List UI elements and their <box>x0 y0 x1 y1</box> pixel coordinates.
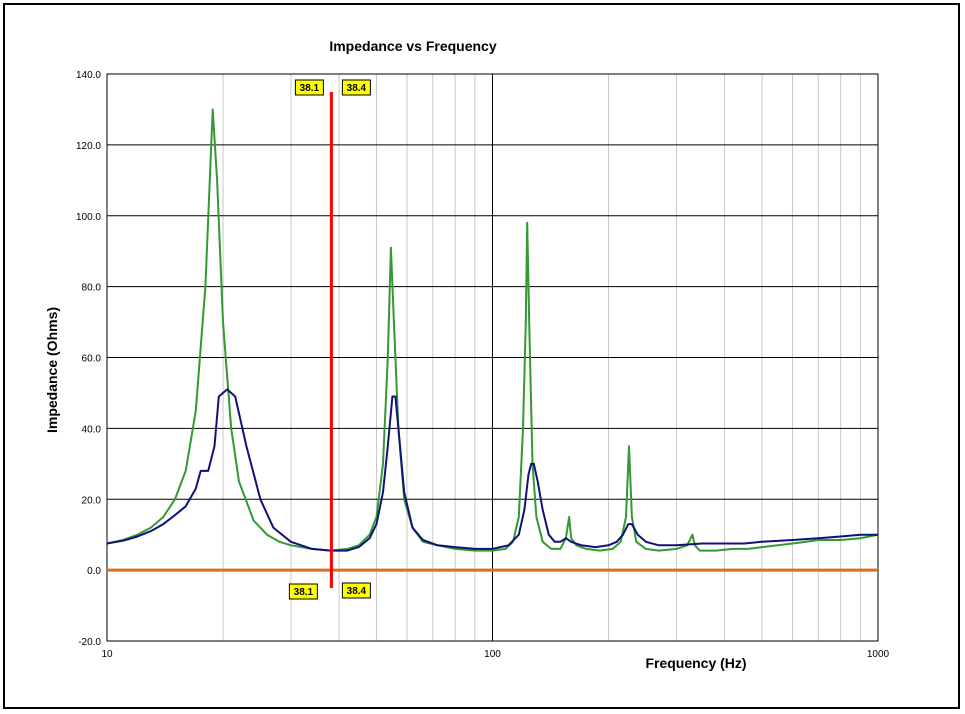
cursor-label-bottom-right-text: 38.4 <box>347 586 367 597</box>
cursor-label-bottom-left-text: 38.1 <box>294 587 314 598</box>
y-tick-label: 120.0 <box>76 141 101 152</box>
series-line-1 <box>106 108 879 552</box>
cursor-layer: 38.1 38.4 38.1 38.4 <box>288 79 371 600</box>
cursor-label-top-right: 38.4 <box>341 79 371 96</box>
plot-area <box>106 73 879 642</box>
cursor-label-top-right-text: 38.4 <box>347 83 367 94</box>
chart-title: Impedance vs Frequency <box>329 38 497 54</box>
series-layer <box>106 108 879 552</box>
x-tick-label: 10 <box>101 649 113 660</box>
cursor-label-top-left: 38.1 <box>294 79 324 96</box>
y-tick-label: 80.0 <box>82 283 102 294</box>
y-tick-label: 0.0 <box>87 566 101 577</box>
x-axis-label: Frequency (Hz) <box>645 655 746 671</box>
y-axis-label: Impedance (Ohms) <box>44 307 60 433</box>
y-tick-label: 20.0 <box>82 495 102 506</box>
chart-frame <box>3 3 960 709</box>
y-tick-labels: 140.0 120.0 100.0 80.0 60.0 40.0 20.0 0.0 -20.0 <box>76 70 101 648</box>
y-tick-label: -20.0 <box>78 637 101 648</box>
cursor-label-bottom-left: 38.1 <box>288 583 318 600</box>
x-tick-label: 1000 <box>867 649 890 660</box>
y-tick-label: 40.0 <box>82 424 102 435</box>
x-tick-label: 100 <box>484 649 501 660</box>
y-tick-label: 100.0 <box>76 212 101 223</box>
y-tick-label: 140.0 <box>76 70 101 81</box>
series-line-2 <box>106 388 878 552</box>
cursor-label-top-left-text: 38.1 <box>300 83 320 94</box>
y-tick-label: 60.0 <box>82 354 102 365</box>
x-tick-labels: 10 100 1000 <box>101 649 889 660</box>
cursor-label-bottom-right: 38.4 <box>341 582 371 599</box>
